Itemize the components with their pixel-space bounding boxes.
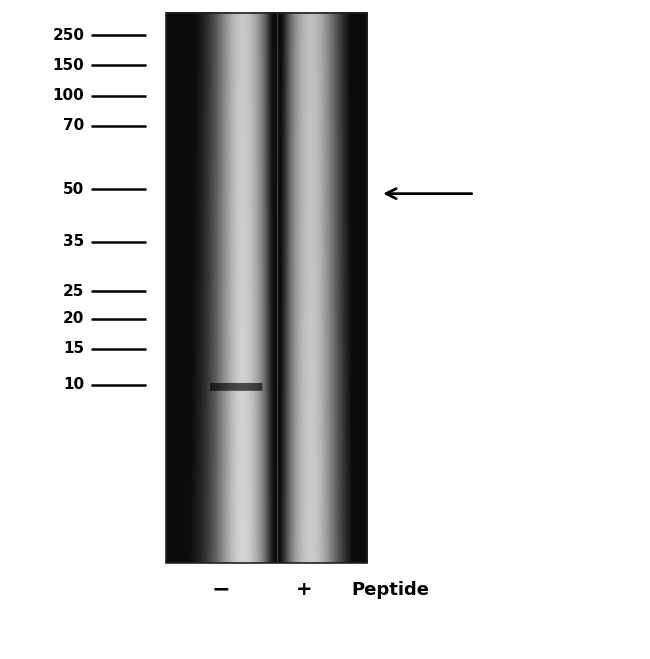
- Text: +: +: [296, 581, 313, 599]
- Text: Peptide: Peptide: [351, 581, 429, 599]
- Text: 150: 150: [53, 58, 84, 73]
- Text: 70: 70: [63, 119, 84, 134]
- Text: 25: 25: [63, 283, 84, 299]
- Text: 10: 10: [64, 377, 84, 392]
- Bar: [166, 13, 367, 563]
- Text: 20: 20: [63, 311, 84, 326]
- Text: 50: 50: [63, 182, 84, 197]
- Text: −: −: [212, 580, 230, 600]
- Text: 100: 100: [53, 88, 84, 103]
- Text: 250: 250: [53, 28, 84, 43]
- Text: 15: 15: [64, 341, 84, 357]
- Text: 35: 35: [63, 234, 84, 249]
